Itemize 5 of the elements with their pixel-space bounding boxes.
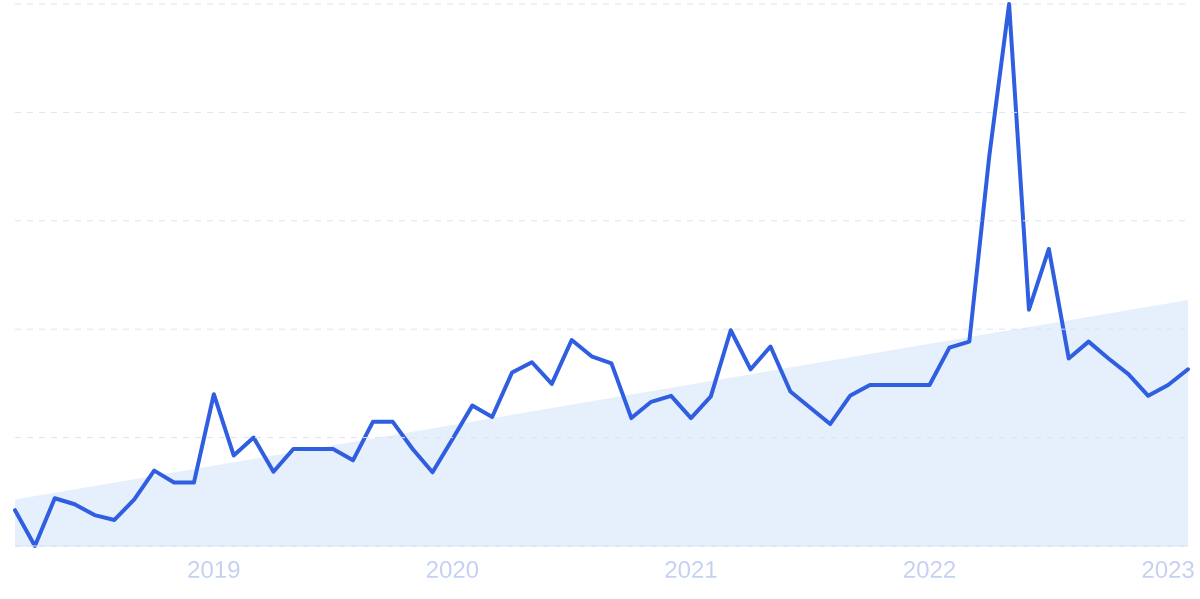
x-tick-label: 2021 [665,561,717,579]
x-tick-label: 2020 [426,561,479,579]
x-tick-label: 2019 [188,561,240,579]
x-tick-label: 2022 [904,561,956,579]
x-tick-label: 2023 [1142,561,1194,579]
